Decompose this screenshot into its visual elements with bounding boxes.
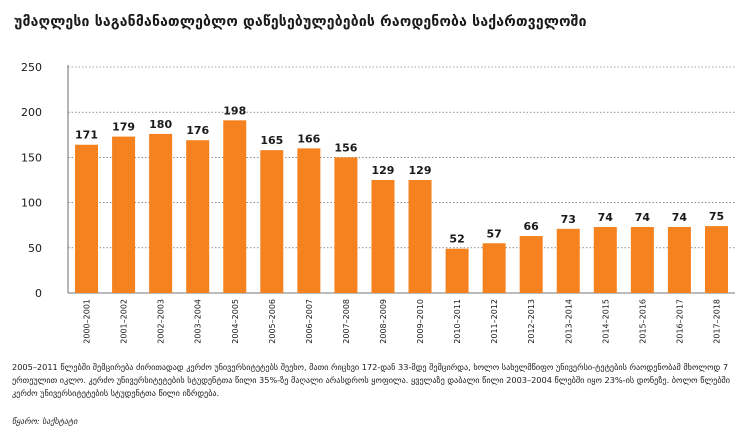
bar bbox=[223, 120, 247, 293]
x-tick-label: 2014–2015 bbox=[601, 299, 610, 344]
bar bbox=[519, 236, 543, 293]
y-tick-label: 100 bbox=[21, 197, 42, 210]
data-label: 57 bbox=[486, 227, 501, 240]
bar bbox=[186, 140, 210, 293]
data-label: 180 bbox=[149, 118, 172, 131]
y-tick-label: 250 bbox=[21, 61, 42, 74]
data-label: 176 bbox=[186, 124, 209, 137]
bar bbox=[112, 136, 136, 293]
x-tick-label: 2009–2010 bbox=[416, 299, 425, 344]
bar bbox=[482, 243, 506, 293]
x-tick-label: 2016–2017 bbox=[675, 299, 684, 344]
data-label: 165 bbox=[260, 134, 283, 147]
data-label: 129 bbox=[371, 164, 394, 177]
bar bbox=[408, 180, 432, 293]
x-tick-label: 2012–2013 bbox=[527, 299, 536, 344]
bar bbox=[667, 227, 691, 293]
x-tick-label: 2006–2007 bbox=[305, 299, 314, 344]
x-tick-label: 2017–2018 bbox=[712, 299, 721, 344]
bar-chart: 0 50 100 150 200 250 171 2000–2001 179 2001–2002 1… bbox=[21, 61, 735, 344]
bar bbox=[149, 133, 173, 293]
chart-title: უმაღლესი საგანმანათლებლო დაწესებულებების… bbox=[14, 14, 587, 30]
x-tick-label: 2002–2003 bbox=[157, 299, 166, 344]
x-tick-label: 2010–2011 bbox=[453, 299, 462, 344]
data-label: 73 bbox=[561, 213, 576, 226]
x-tick-label: 2003–2004 bbox=[194, 299, 203, 344]
data-label: 74 bbox=[672, 211, 688, 224]
y-tick-label: 150 bbox=[21, 151, 42, 164]
x-tick-label: 2004–2005 bbox=[231, 299, 240, 344]
bar bbox=[630, 227, 654, 293]
data-label: 129 bbox=[409, 164, 432, 177]
x-tick-label: 2015–2016 bbox=[638, 299, 647, 344]
y-tick-label: 50 bbox=[28, 242, 42, 255]
x-tick-label: 2001–2002 bbox=[120, 299, 129, 344]
chart-note: 2005–2011 წლებში შემცირება ძირითადად კერ… bbox=[12, 362, 731, 398]
bar bbox=[445, 248, 469, 293]
bar bbox=[75, 144, 99, 293]
x-tick-label: 2005–2006 bbox=[268, 299, 277, 344]
bar bbox=[593, 227, 617, 293]
data-label: 52 bbox=[449, 233, 464, 246]
bar bbox=[260, 150, 284, 293]
source-label: წყარო: საქსტატი bbox=[12, 417, 78, 426]
data-label: 156 bbox=[334, 141, 357, 154]
bar bbox=[297, 148, 321, 293]
data-label: 179 bbox=[112, 121, 135, 134]
y-tick-label: 200 bbox=[21, 106, 42, 119]
data-label: 171 bbox=[75, 129, 98, 142]
x-tick-label: 2008–2009 bbox=[379, 299, 388, 344]
x-tick-label: 2007–2008 bbox=[342, 299, 351, 344]
bar bbox=[371, 180, 395, 293]
data-label: 75 bbox=[709, 210, 724, 223]
data-label: 74 bbox=[598, 211, 614, 224]
data-label: 166 bbox=[297, 132, 320, 145]
bar bbox=[556, 228, 580, 293]
x-tick-label: 2000–2001 bbox=[83, 299, 92, 344]
x-tick-label: 2011–2012 bbox=[490, 299, 499, 344]
bar bbox=[704, 226, 728, 293]
data-label: 74 bbox=[635, 211, 651, 224]
y-tick-label: 0 bbox=[35, 287, 42, 300]
data-label: 198 bbox=[223, 104, 246, 117]
data-label: 66 bbox=[524, 220, 540, 233]
x-tick-label: 2013–2014 bbox=[564, 299, 573, 344]
bar bbox=[334, 157, 358, 293]
